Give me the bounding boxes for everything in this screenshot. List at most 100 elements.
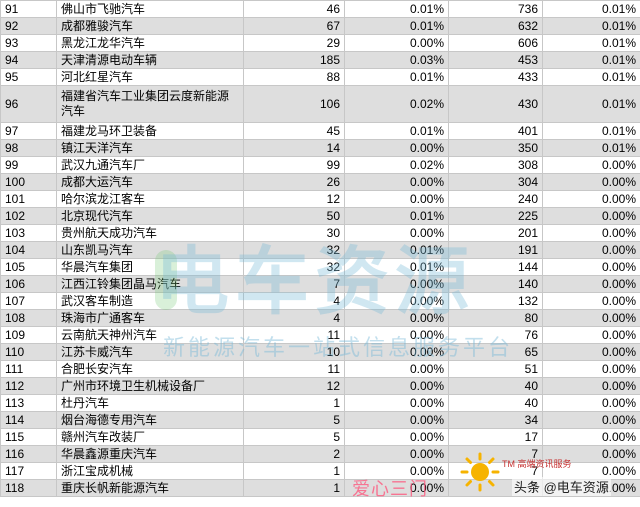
share-1-cell: 0.00% [344,34,449,52]
rank-cell: 91 [0,0,57,18]
value-1-cell: 7 [243,275,345,293]
share-1-cell: 0.01% [344,122,449,140]
rank-cell: 113 [0,394,57,412]
rank-cell: 115 [0,428,57,446]
value-2-cell: 453 [448,51,543,69]
share-2-cell: 0.01% [542,17,640,35]
value-1-cell: 50 [243,207,345,225]
value-2-cell: 401 [448,122,543,140]
share-1-cell: 0.00% [344,309,449,327]
company-name-cell: 河北红星汽车 [56,68,244,86]
value-2-cell: 7 [448,445,543,463]
value-1-cell: 67 [243,17,345,35]
share-1-cell: 0.00% [344,275,449,293]
table-row: 115 赣州汽车改装厂 5 0.00% 17 0.00% [0,428,640,446]
value-2-cell: 80 [448,309,543,327]
share-2-cell: 0.00% [542,207,640,225]
table-row: 103 贵州航天成功汽车 30 0.00% 201 0.00% [0,224,640,242]
share-1-cell: 0.00% [344,428,449,446]
share-2-cell: 0.00% [542,224,640,242]
table-row: 107 武汉客车制造 4 0.00% 132 0.00% [0,292,640,310]
value-2-cell: 17 [448,428,543,446]
value-1-cell: 106 [243,85,345,123]
share-1-cell: 0.00% [344,411,449,429]
rank-cell: 106 [0,275,57,293]
value-2-cell: 144 [448,258,543,276]
share-2-cell: 0.01% [542,51,640,69]
rank-cell: 93 [0,34,57,52]
company-name-cell: 珠海市广通客车 [56,309,244,327]
value-2-cell: 350 [448,139,543,157]
value-2-cell: 736 [448,0,543,18]
share-1-cell: 0.00% [344,224,449,242]
share-1-cell: 0.01% [344,68,449,86]
value-2-cell: 51 [448,360,543,378]
table-row: 113 杜丹汽车 1 0.00% 40 0.00% [0,394,640,412]
share-1-cell: 0.01% [344,17,449,35]
table-row: 99 武汉九通汽车厂 99 0.02% 308 0.00% [0,156,640,174]
value-1-cell: 32 [243,241,345,259]
share-1-cell: 0.00% [344,326,449,344]
value-2-cell: 140 [448,275,543,293]
table-row: 105 华晨汽车集团 32 0.01% 144 0.00% [0,258,640,276]
value-1-cell: 88 [243,68,345,86]
value-2-cell: 430 [448,85,543,123]
rank-cell: 105 [0,258,57,276]
company-name-cell: 云南航天神州汽车 [56,326,244,344]
share-1-cell: 0.00% [344,360,449,378]
rank-cell: 114 [0,411,57,429]
share-2-cell: 0.00% [542,173,640,191]
share-2-cell: 0.00% [542,156,640,174]
share-2-cell: 0.00% [542,292,640,310]
share-1-cell: 0.00% [344,462,449,480]
value-1-cell: 30 [243,224,345,242]
table-row: 108 珠海市广通客车 4 0.00% 80 0.00% [0,309,640,327]
share-2-cell: 0.00% [542,343,640,361]
value-2-cell: 201 [448,224,543,242]
love-watermark: 爱心三门 [352,479,428,499]
table-row: 104 山东凯马汽车 32 0.01% 191 0.00% [0,241,640,259]
company-name-cell: 北京现代汽车 [56,207,244,225]
share-1-cell: 0.02% [344,156,449,174]
share-2-cell: 0.00% [542,241,640,259]
share-2-cell: 0.00% [542,462,640,480]
share-1-cell: 0.00% [344,292,449,310]
value-2-cell: 433 [448,68,543,86]
share-1-cell: 0.00% [344,394,449,412]
value-1-cell: 99 [243,156,345,174]
value-1-cell: 11 [243,360,345,378]
share-1-cell: 0.01% [344,0,449,18]
value-2-cell: 308 [448,156,543,174]
value-1-cell: 5 [243,428,345,446]
value-2-cell: 632 [448,17,543,35]
rank-cell: 107 [0,292,57,310]
rank-cell: 103 [0,224,57,242]
sun-logo-icon [460,452,500,492]
table-row: 95 河北红星汽车 88 0.01% 433 0.01% [0,68,640,86]
company-name-cell: 镇江天洋汽车 [56,139,244,157]
rank-cell: 109 [0,326,57,344]
share-1-cell: 0.00% [344,479,449,497]
share-2-cell: 0.00% [542,275,640,293]
rank-cell: 101 [0,190,57,208]
company-name-cell: 黑龙江龙华汽车 [56,34,244,52]
company-name-cell: 哈尔滨龙江客车 [56,190,244,208]
share-1-cell: 0.01% [344,258,449,276]
share-2-cell: 0.00% [542,190,640,208]
share-2-cell: 0.01% [542,139,640,157]
value-1-cell: 14 [243,139,345,157]
share-2-cell: 0.01% [542,0,640,18]
company-name-cell: 华晨鑫源重庆汽车 [56,445,244,463]
value-1-cell: 1 [243,394,345,412]
table-row: 93 黑龙江龙华汽车 29 0.00% 606 0.01% [0,34,640,52]
table-row: 91 佛山市飞驰汽车 46 0.01% 736 0.01% [0,0,640,18]
value-2-cell: 191 [448,241,543,259]
table-row: 109 云南航天神州汽车 11 0.00% 76 0.00% [0,326,640,344]
value-1-cell: 10 [243,343,345,361]
rank-cell: 116 [0,445,57,463]
company-name-cell: 江苏卡威汽车 [56,343,244,361]
table-row: 92 成都雅骏汽车 67 0.01% 632 0.01% [0,17,640,35]
company-name-cell: 佛山市飞驰汽车 [56,0,244,18]
value-2-cell: 132 [448,292,543,310]
company-name-cell: 烟台海德专用汽车 [56,411,244,429]
